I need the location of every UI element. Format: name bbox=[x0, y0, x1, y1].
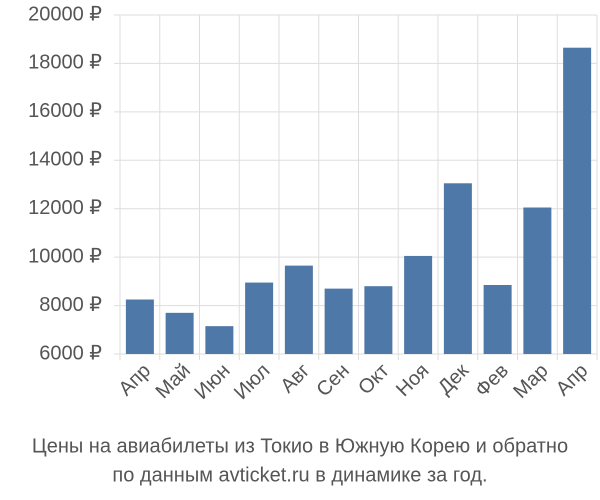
bar bbox=[165, 312, 194, 354]
bar bbox=[245, 282, 274, 354]
x-tick-label: Дек bbox=[434, 360, 473, 399]
bar bbox=[483, 284, 512, 354]
bar bbox=[125, 299, 154, 354]
bar bbox=[364, 286, 393, 354]
x-tick-label: Сен bbox=[312, 360, 353, 401]
x-tick-label: Апр bbox=[552, 360, 593, 401]
x-tick-label: Мар bbox=[509, 360, 552, 403]
x-tick-label: Авг bbox=[276, 360, 314, 398]
y-tick-label: 14000 ₽ bbox=[28, 149, 102, 171]
bar bbox=[443, 183, 472, 354]
y-tick-label: 10000 ₽ bbox=[28, 245, 102, 267]
bar bbox=[563, 47, 592, 355]
x-tick-label: Ноя bbox=[392, 360, 433, 401]
bar bbox=[205, 326, 234, 354]
bar bbox=[324, 288, 353, 354]
x-tick-label: Апр bbox=[115, 360, 156, 401]
y-tick-label: 18000 ₽ bbox=[28, 52, 102, 74]
bar bbox=[523, 207, 552, 354]
y-tick-label: 6000 ₽ bbox=[39, 342, 102, 364]
y-tick-label: 12000 ₽ bbox=[28, 197, 102, 219]
x-tick-label: Фев bbox=[471, 360, 513, 402]
y-tick-label: 16000 ₽ bbox=[28, 100, 102, 122]
chart-title: Цены на авиабилеты из Токио в Южную Коре… bbox=[32, 435, 568, 457]
chart-subtitle: по данным avticket.ru в динамике за год. bbox=[112, 464, 487, 486]
bar bbox=[284, 265, 313, 354]
y-tick-label: 8000 ₽ bbox=[39, 294, 102, 316]
x-tick-label: Май bbox=[152, 360, 195, 403]
x-tick-label: Июн bbox=[191, 360, 235, 404]
x-tick-label: Июл bbox=[230, 360, 274, 404]
x-tick-label: Окт bbox=[354, 360, 393, 399]
bar bbox=[404, 255, 433, 354]
y-tick-label: 20000 ₽ bbox=[28, 3, 102, 25]
